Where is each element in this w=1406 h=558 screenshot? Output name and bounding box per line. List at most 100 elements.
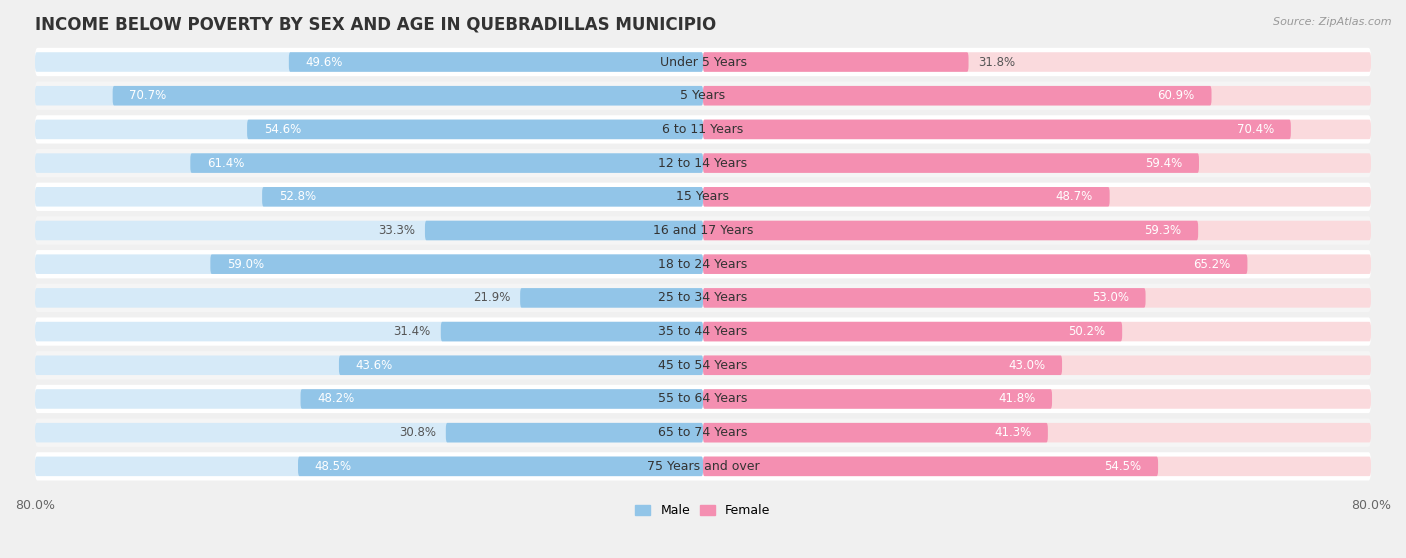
Text: 6 to 11 Years: 6 to 11 Years bbox=[662, 123, 744, 136]
Text: 31.8%: 31.8% bbox=[979, 55, 1015, 69]
FancyBboxPatch shape bbox=[35, 452, 1371, 480]
FancyBboxPatch shape bbox=[703, 153, 1371, 173]
FancyBboxPatch shape bbox=[35, 318, 1371, 346]
Text: 25 to 34 Years: 25 to 34 Years bbox=[658, 291, 748, 304]
Text: 31.4%: 31.4% bbox=[394, 325, 430, 338]
Text: 70.4%: 70.4% bbox=[1237, 123, 1274, 136]
FancyBboxPatch shape bbox=[247, 119, 703, 139]
FancyBboxPatch shape bbox=[35, 456, 703, 476]
Text: INCOME BELOW POVERTY BY SEX AND AGE IN QUEBRADILLAS MUNICIPIO: INCOME BELOW POVERTY BY SEX AND AGE IN Q… bbox=[35, 15, 716, 33]
FancyBboxPatch shape bbox=[703, 119, 1291, 139]
FancyBboxPatch shape bbox=[703, 423, 1047, 442]
Text: 43.6%: 43.6% bbox=[356, 359, 392, 372]
Text: 30.8%: 30.8% bbox=[399, 426, 436, 439]
FancyBboxPatch shape bbox=[703, 153, 1199, 173]
FancyBboxPatch shape bbox=[211, 254, 703, 274]
FancyBboxPatch shape bbox=[703, 187, 1109, 206]
Legend: Male, Female: Male, Female bbox=[630, 499, 776, 522]
FancyBboxPatch shape bbox=[703, 254, 1247, 274]
FancyBboxPatch shape bbox=[301, 389, 703, 409]
Text: 49.6%: 49.6% bbox=[305, 55, 343, 69]
FancyBboxPatch shape bbox=[703, 52, 969, 72]
FancyBboxPatch shape bbox=[298, 456, 703, 476]
FancyBboxPatch shape bbox=[35, 250, 1371, 278]
FancyBboxPatch shape bbox=[703, 322, 1122, 341]
FancyBboxPatch shape bbox=[288, 52, 703, 72]
Text: 18 to 24 Years: 18 to 24 Years bbox=[658, 258, 748, 271]
FancyBboxPatch shape bbox=[35, 288, 703, 307]
FancyBboxPatch shape bbox=[703, 119, 1371, 139]
Text: 60.9%: 60.9% bbox=[1157, 89, 1195, 102]
Text: 16 and 17 Years: 16 and 17 Years bbox=[652, 224, 754, 237]
FancyBboxPatch shape bbox=[703, 187, 1371, 206]
FancyBboxPatch shape bbox=[339, 355, 703, 375]
FancyBboxPatch shape bbox=[35, 418, 1371, 447]
FancyBboxPatch shape bbox=[35, 385, 1371, 413]
Text: 35 to 44 Years: 35 to 44 Years bbox=[658, 325, 748, 338]
Text: 59.0%: 59.0% bbox=[226, 258, 264, 271]
Text: 59.3%: 59.3% bbox=[1144, 224, 1181, 237]
FancyBboxPatch shape bbox=[35, 187, 703, 206]
FancyBboxPatch shape bbox=[35, 153, 703, 173]
FancyBboxPatch shape bbox=[703, 288, 1146, 307]
Text: 45 to 54 Years: 45 to 54 Years bbox=[658, 359, 748, 372]
FancyBboxPatch shape bbox=[441, 322, 703, 341]
FancyBboxPatch shape bbox=[35, 119, 703, 139]
FancyBboxPatch shape bbox=[703, 221, 1198, 240]
FancyBboxPatch shape bbox=[35, 322, 703, 341]
Text: 48.7%: 48.7% bbox=[1056, 190, 1092, 203]
Text: 48.5%: 48.5% bbox=[315, 460, 352, 473]
Text: 33.3%: 33.3% bbox=[378, 224, 415, 237]
Text: 52.8%: 52.8% bbox=[278, 190, 316, 203]
FancyBboxPatch shape bbox=[703, 355, 1062, 375]
Text: 48.2%: 48.2% bbox=[318, 392, 354, 406]
FancyBboxPatch shape bbox=[35, 217, 1371, 244]
FancyBboxPatch shape bbox=[703, 254, 1371, 274]
Text: 53.0%: 53.0% bbox=[1092, 291, 1129, 304]
FancyBboxPatch shape bbox=[703, 456, 1371, 476]
Text: 61.4%: 61.4% bbox=[207, 157, 245, 170]
FancyBboxPatch shape bbox=[703, 52, 1371, 72]
FancyBboxPatch shape bbox=[262, 187, 703, 206]
Text: 12 to 14 Years: 12 to 14 Years bbox=[658, 157, 748, 170]
FancyBboxPatch shape bbox=[703, 221, 1371, 240]
FancyBboxPatch shape bbox=[703, 288, 1371, 307]
Text: 59.4%: 59.4% bbox=[1144, 157, 1182, 170]
Text: 43.0%: 43.0% bbox=[1008, 359, 1045, 372]
FancyBboxPatch shape bbox=[112, 86, 703, 105]
FancyBboxPatch shape bbox=[703, 389, 1052, 409]
Text: 5 Years: 5 Years bbox=[681, 89, 725, 102]
FancyBboxPatch shape bbox=[35, 48, 1371, 76]
Text: 50.2%: 50.2% bbox=[1069, 325, 1105, 338]
FancyBboxPatch shape bbox=[703, 86, 1371, 105]
Text: 65.2%: 65.2% bbox=[1194, 258, 1230, 271]
Text: 54.6%: 54.6% bbox=[264, 123, 301, 136]
FancyBboxPatch shape bbox=[446, 423, 703, 442]
FancyBboxPatch shape bbox=[703, 86, 1212, 105]
FancyBboxPatch shape bbox=[703, 355, 1371, 375]
FancyBboxPatch shape bbox=[520, 288, 703, 307]
Text: Under 5 Years: Under 5 Years bbox=[659, 55, 747, 69]
FancyBboxPatch shape bbox=[35, 355, 703, 375]
FancyBboxPatch shape bbox=[35, 254, 703, 274]
FancyBboxPatch shape bbox=[35, 116, 1371, 143]
FancyBboxPatch shape bbox=[703, 389, 1371, 409]
FancyBboxPatch shape bbox=[35, 351, 1371, 379]
Text: 65 to 74 Years: 65 to 74 Years bbox=[658, 426, 748, 439]
Text: 75 Years and over: 75 Years and over bbox=[647, 460, 759, 473]
Text: 41.8%: 41.8% bbox=[998, 392, 1035, 406]
Text: 15 Years: 15 Years bbox=[676, 190, 730, 203]
Text: Source: ZipAtlas.com: Source: ZipAtlas.com bbox=[1274, 17, 1392, 27]
FancyBboxPatch shape bbox=[703, 456, 1159, 476]
Text: 70.7%: 70.7% bbox=[129, 89, 166, 102]
FancyBboxPatch shape bbox=[190, 153, 703, 173]
FancyBboxPatch shape bbox=[35, 423, 703, 442]
FancyBboxPatch shape bbox=[35, 81, 1371, 110]
FancyBboxPatch shape bbox=[35, 221, 703, 240]
FancyBboxPatch shape bbox=[703, 322, 1371, 341]
Text: 41.3%: 41.3% bbox=[994, 426, 1031, 439]
Text: 21.9%: 21.9% bbox=[472, 291, 510, 304]
FancyBboxPatch shape bbox=[35, 182, 1371, 211]
FancyBboxPatch shape bbox=[703, 423, 1371, 442]
FancyBboxPatch shape bbox=[35, 52, 703, 72]
